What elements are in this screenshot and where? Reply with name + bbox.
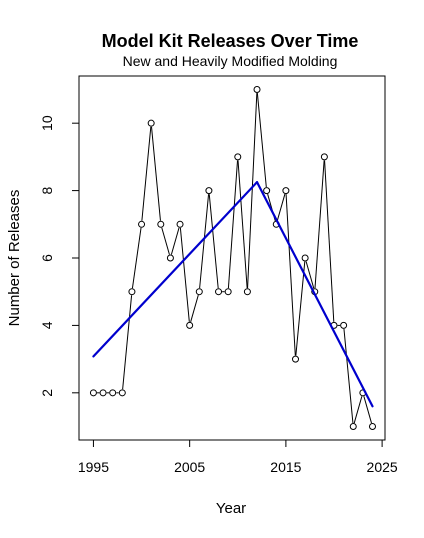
trend-line [255, 181, 374, 408]
trend-layer [92, 181, 374, 408]
data-point [118, 389, 126, 397]
series-segment [256, 93, 267, 188]
x-tick-label: 2025 [367, 459, 398, 475]
series-segment [199, 194, 210, 289]
x-axis-label: Year [216, 500, 246, 517]
series-segment [247, 93, 258, 289]
plot-area [78, 75, 386, 441]
data-point [301, 254, 309, 262]
chart-subtitle: New and Heavily Modified Molding [123, 53, 338, 69]
series-segment [141, 126, 152, 221]
data-point [157, 220, 165, 228]
series-segment [170, 227, 180, 255]
x-tick-label: 1995 [78, 459, 109, 475]
data-point [147, 119, 155, 127]
series-segment [324, 160, 335, 322]
data-point [243, 288, 251, 296]
data-point [166, 254, 174, 262]
data-point [186, 321, 194, 329]
series-segment [131, 227, 142, 289]
chart-title: Model Kit Releases Over Time [102, 31, 359, 51]
series-layer [89, 85, 376, 431]
data-point [340, 321, 348, 329]
y-tick-label: 10 [39, 115, 55, 131]
series-segment [161, 227, 170, 255]
data-point [109, 389, 117, 397]
data-point [215, 288, 223, 296]
data-point [263, 187, 271, 195]
series-segment [314, 160, 325, 289]
data-point [176, 220, 184, 228]
series-segment [285, 194, 296, 356]
data-point [195, 288, 203, 296]
data-point [99, 389, 107, 397]
y-tick-label: 6 [39, 254, 55, 262]
series-segment [353, 396, 363, 424]
data-point [253, 85, 261, 93]
data-point [320, 153, 328, 161]
series-segment [276, 193, 286, 221]
data-point [282, 187, 290, 195]
data-point [205, 187, 213, 195]
trend-line [92, 181, 259, 358]
x-axis: 1995 2005 2015 2025 [78, 439, 398, 475]
series-segment [295, 261, 306, 356]
y-tick-label: 2 [39, 389, 55, 397]
y-axis: 2 4 6 8 10 [39, 115, 80, 397]
series-segment [179, 227, 190, 322]
x-tick-label: 2005 [174, 459, 205, 475]
y-tick-label: 4 [39, 321, 55, 329]
y-tick-label: 8 [39, 186, 55, 194]
series-segment [363, 396, 372, 424]
data-point [368, 423, 376, 431]
series-segment [122, 295, 133, 390]
data-point [234, 153, 242, 161]
data-point [138, 220, 146, 228]
data-point [128, 288, 136, 296]
series-segment [343, 328, 354, 423]
data-point [349, 423, 357, 431]
data-point [224, 288, 232, 296]
data-point [89, 389, 97, 397]
series-segment [305, 261, 315, 289]
y-axis-label: Number of Releases [6, 190, 23, 327]
data-point [292, 355, 300, 363]
series-segment [237, 160, 248, 289]
x-tick-label: 2015 [270, 459, 301, 475]
series-segment [151, 126, 161, 221]
series-segment [190, 295, 199, 323]
series-segment [227, 160, 239, 289]
series-segment [208, 194, 219, 289]
